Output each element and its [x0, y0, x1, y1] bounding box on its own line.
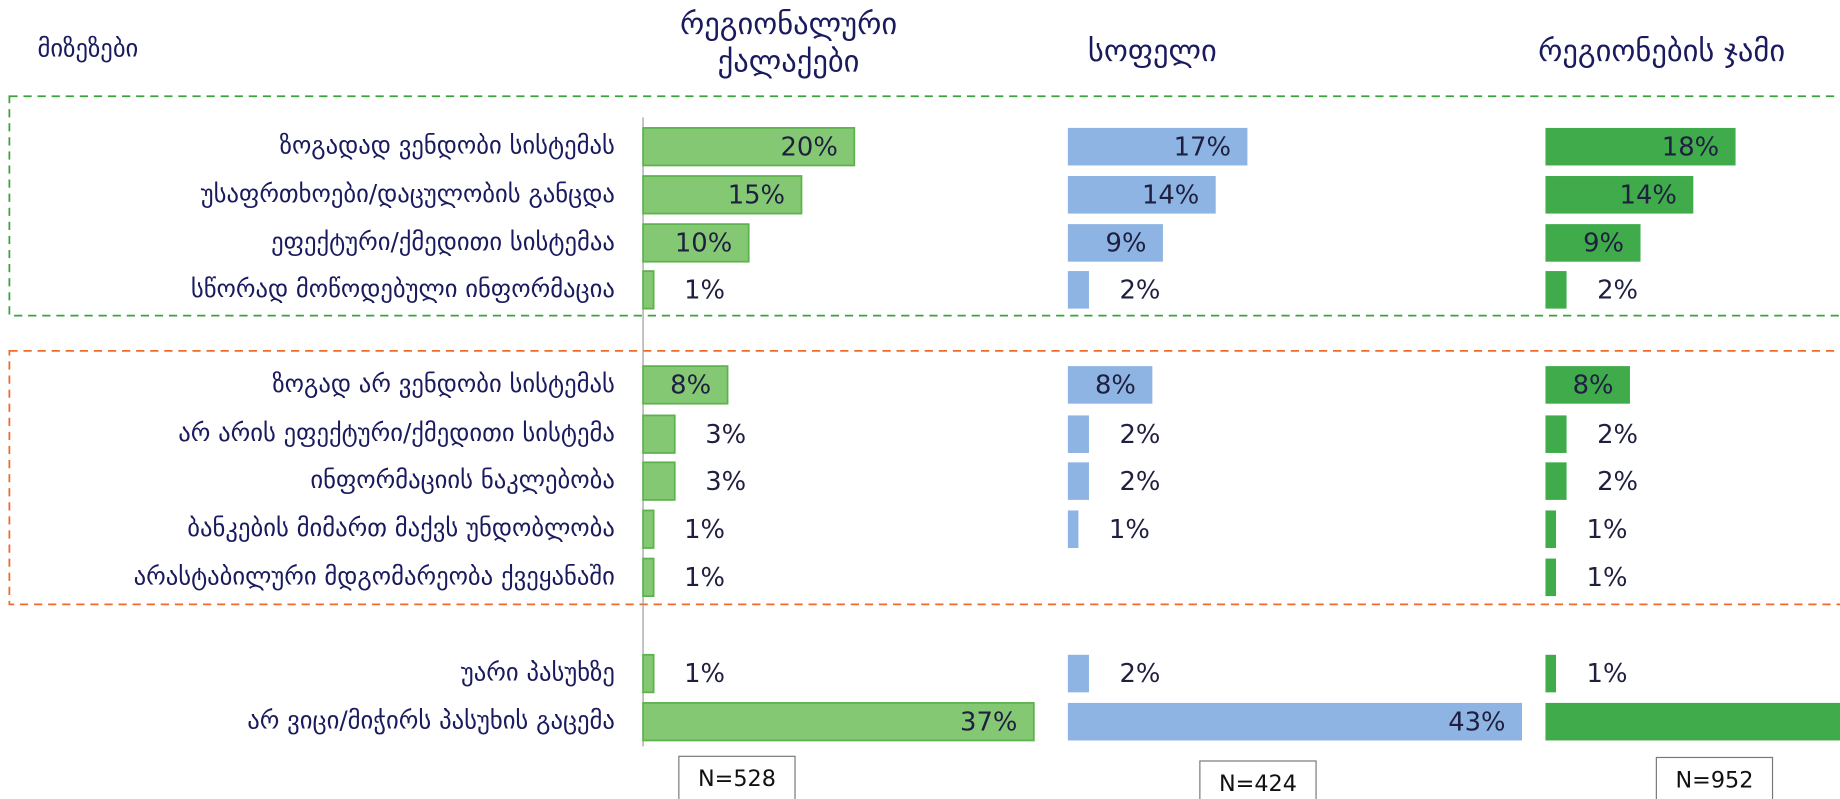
value-label: 2% [1597, 467, 1638, 497]
bar [1067, 462, 1089, 500]
category-label: ინფორმაციის ნაკლებობა [310, 465, 615, 494]
category-label: ბანკების მიმართ მაქვს უნდობლობა [187, 513, 615, 542]
bar [1067, 271, 1089, 309]
category-label: ზოგადად ვენდობი სისტემას [280, 131, 615, 160]
category-label: უსაფრთხოები/დაცულობის განცდა [201, 179, 615, 208]
bar [642, 365, 729, 405]
value-label: 1% [1587, 515, 1628, 545]
bar [1545, 271, 1567, 309]
value-label: 8% [670, 371, 711, 401]
bar [642, 127, 856, 167]
bar [642, 414, 676, 454]
bar [1545, 462, 1567, 500]
bar [1067, 224, 1163, 262]
value-label: 8% [1573, 371, 1614, 401]
value-label: 18% [1662, 132, 1719, 162]
value-label: 8% [1095, 371, 1136, 401]
bar [1545, 702, 1840, 741]
bar [642, 270, 655, 310]
category-label: არასტაბილური მდგომარეობა ქვეყანაში [134, 561, 615, 590]
bar [1067, 510, 1079, 549]
value-label: 14% [1142, 180, 1199, 210]
bar [1067, 127, 1248, 166]
bar [1545, 127, 1736, 166]
bar [1545, 366, 1630, 404]
bar [1067, 702, 1522, 741]
bar [1545, 415, 1567, 453]
bar [642, 175, 803, 215]
group-box [8, 349, 1840, 606]
value-label: 1% [684, 276, 725, 306]
bar [642, 653, 655, 694]
row-header: მიზეზები [38, 33, 139, 62]
value-label: 2% [1119, 276, 1160, 306]
bar [1545, 654, 1557, 693]
value-label: 43% [1448, 707, 1505, 737]
category-label: ზოგად არ ვენდობი სისტემას [272, 369, 615, 398]
value-label: 20% [781, 132, 838, 162]
value-label: 37% [960, 707, 1017, 737]
value-label: 15% [728, 180, 785, 210]
value-label: 1% [1587, 563, 1628, 593]
sample-size: N=424 [1199, 760, 1317, 799]
bar [1545, 510, 1557, 549]
value-label: 1% [684, 563, 725, 593]
category-label: არ ვიცი/მიჭირს პასუხის გაცემა [247, 706, 615, 735]
bar [1067, 366, 1153, 404]
value-label: 14% [1620, 180, 1677, 210]
value-label: 17% [1174, 132, 1231, 162]
bar [642, 223, 750, 263]
value-label: 3% [705, 467, 746, 497]
value-label: 2% [1119, 467, 1160, 497]
value-label: 9% [1583, 229, 1624, 259]
category-label: უარი პასუხზე [461, 658, 615, 687]
sample-size: N=528 [678, 755, 796, 799]
value-label: 2% [1597, 276, 1638, 306]
bar [1545, 558, 1557, 597]
bar [1545, 224, 1641, 262]
bar [642, 702, 1035, 742]
column-title: რეგიონალური ქალაქები [679, 7, 898, 80]
value-label: 2% [1597, 420, 1638, 450]
bar [1067, 176, 1216, 214]
bar [642, 461, 676, 501]
bar [642, 557, 655, 598]
category-label: ეფექტური/ქმედითი სისტემაა [271, 227, 615, 256]
category-label: სწორად მოწოდებული ინფორმაცია [191, 274, 615, 303]
bar [1067, 415, 1089, 453]
value-label: 2% [1119, 420, 1160, 450]
value-label: 1% [1587, 659, 1628, 689]
value-label: 9% [1106, 229, 1147, 259]
bar [1545, 176, 1694, 214]
value-label: 3% [705, 420, 746, 450]
value-label: 10% [675, 229, 732, 259]
value-label: 1% [684, 659, 725, 689]
group-box [8, 95, 1840, 317]
bar [642, 509, 655, 549]
sample-size: N=952 [1655, 756, 1774, 799]
column-title: რეგიონების ჯამი [1538, 34, 1786, 70]
value-label: 2% [1119, 659, 1160, 689]
category-label: არ არის ეფექტური/ქმედითი სისტემა [178, 418, 615, 447]
bar [1067, 654, 1089, 693]
column-title: სოფელი [1087, 34, 1217, 70]
value-label: 1% [1109, 515, 1150, 545]
value-label: 1% [684, 515, 725, 545]
